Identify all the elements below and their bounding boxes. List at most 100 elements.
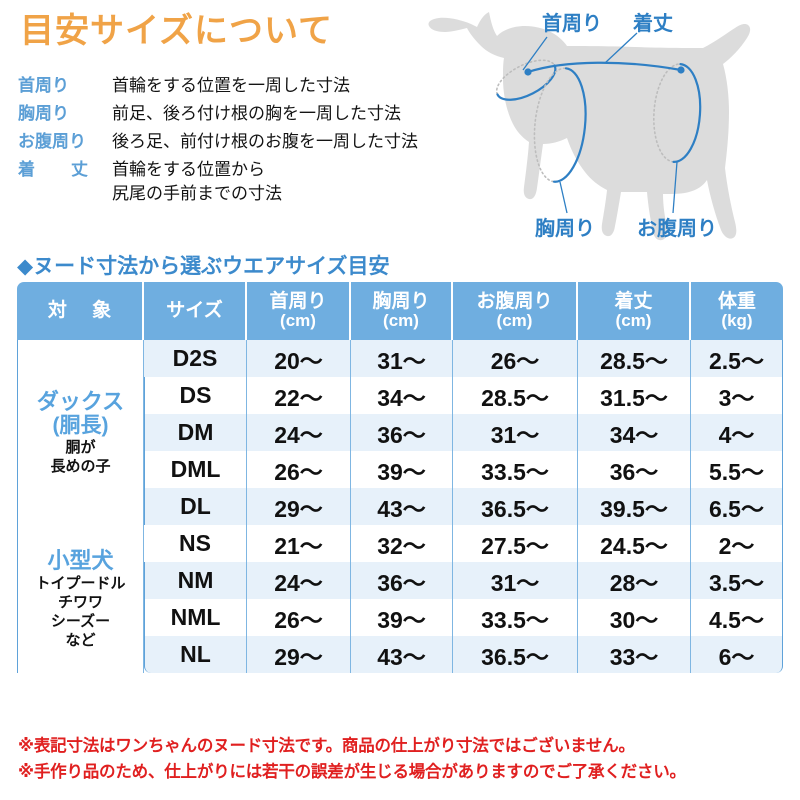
- footer-notes: ※表記寸法はワンちゃんのヌード寸法です。商品の仕上がり寸法ではございません。 ※…: [18, 733, 798, 785]
- table-row: 小型犬 トイプードル チワワ シーズー など NS 21～ 32～ 27.5～ 24.5～ 2～: [17, 525, 783, 673]
- cell-chest: 43～: [351, 636, 453, 673]
- dog-measurement-diagram: 首周り 着丈 胸周り お腹周り: [415, 0, 800, 255]
- col-header-weight: 体重 (kg): [691, 282, 783, 340]
- definition-term-length-char2: 丈: [71, 160, 88, 179]
- belly-measure-loop: [653, 63, 702, 163]
- cell-length: 39.5～: [578, 488, 691, 525]
- cell-length: 34～: [578, 414, 691, 451]
- cell-size: NS: [144, 525, 247, 562]
- definition-term-chest: 胸周り: [18, 104, 69, 123]
- definition-desc-neck: 首輪をする位置を一周した寸法: [112, 76, 350, 95]
- category-note-line: 長めの子: [50, 458, 111, 476]
- cell-chest: 32～: [351, 525, 453, 562]
- cell-neck: 24～: [247, 562, 351, 599]
- cell-length: 33～: [578, 636, 691, 673]
- section-heading: ◆ヌード寸法から選ぶウエアサイズ目安: [17, 255, 390, 278]
- col-header-size-label: サイズ: [166, 299, 223, 321]
- cell-size: DL: [144, 488, 247, 525]
- category-main: ダックス: [36, 388, 125, 414]
- category-note-line: 胴が: [65, 439, 96, 457]
- category-main: 小型犬: [47, 548, 114, 574]
- cell-weight: 4～: [691, 414, 783, 451]
- category-note-line: など: [65, 631, 96, 649]
- col-header-neck-label: 首周り: [269, 290, 327, 312]
- table-row: DL 29～ 43～ 36.5～ 39.5～ 6.5～: [17, 488, 783, 525]
- col-header-weight-unit: (kg): [721, 311, 753, 331]
- definition-term-length-char1: 着: [18, 160, 35, 179]
- cell-weight: 6.5～: [691, 488, 783, 525]
- table-row: NL 29～ 43～ 36.5～ 33～ 6～: [17, 636, 783, 673]
- diagram-label-neck: 首周り: [542, 11, 602, 35]
- definition-row-chest: 胸周り 前足、後ろ付け根の胸を一周した寸法: [18, 102, 488, 126]
- cell-neck: 24～: [247, 414, 351, 451]
- cell-belly: 31～: [453, 414, 578, 451]
- category-cell: ダックス (胴長) 胴が 長めの子: [17, 340, 144, 525]
- cell-belly: 26～: [453, 340, 578, 377]
- col-header-length-label: 着丈: [614, 290, 653, 312]
- definition-row-belly: お腹周り 後ろ足、前付け根のお腹を一周した寸法: [18, 130, 488, 154]
- col-header-length: 着丈 (cm): [578, 282, 691, 340]
- cell-belly: 36.5～: [453, 636, 578, 673]
- definition-desc-chest: 前足、後ろ付け根の胸を一周した寸法: [112, 104, 401, 123]
- cell-size: NM: [144, 562, 247, 599]
- cell-size: DM: [144, 414, 247, 451]
- cell-weight: 2～: [691, 525, 783, 562]
- table-row: DS 22～ 34～ 28.5～ 31.5～ 3～: [17, 377, 783, 414]
- col-header-neck: 首周り (cm): [247, 282, 351, 340]
- col-header-weight-label: 体重: [717, 290, 756, 312]
- col-header-neck-unit: (cm): [280, 311, 316, 331]
- category-note-line: チワワ: [57, 593, 103, 611]
- col-header-belly-label: お腹周り: [476, 290, 553, 312]
- table-row: ダックス (胴長) 胴が 長めの子 D2S 20～ 31～ 26～ 28.5～ 2.5～: [17, 340, 783, 525]
- cell-length: 31.5～: [578, 377, 691, 414]
- cell-size: NL: [144, 636, 247, 673]
- diagram-label-length: 着丈: [633, 11, 673, 35]
- col-header-chest-unit: (cm): [383, 311, 419, 331]
- cell-belly: 28.5～: [453, 377, 578, 414]
- chest-measure-loop: [533, 67, 587, 183]
- definition-row-length: 着 丈 首輪をする位置から 尻尾の手前までの寸法: [18, 158, 488, 206]
- diagram-label-belly: お腹周り: [637, 216, 717, 240]
- table-row: DML 26～ 39～ 33.5～ 36～ 5.5～: [17, 451, 783, 488]
- length-leader-line: [604, 32, 638, 64]
- cell-neck: 21～: [247, 525, 351, 562]
- cell-weight: 5.5～: [691, 451, 783, 488]
- col-header-size: サイズ: [144, 282, 247, 340]
- definition-desc-length-line2: 尻尾の手前までの寸法: [112, 184, 282, 203]
- cell-chest: 36～: [351, 414, 453, 451]
- cell-size: NML: [144, 599, 247, 636]
- definition-desc-length-line1: 首輪をする位置から: [112, 160, 265, 179]
- definition-desc-length: 首輪をする位置から 尻尾の手前までの寸法: [112, 158, 282, 206]
- cell-belly: 36.5～: [453, 488, 578, 525]
- length-measure-line: [524, 61, 685, 76]
- cell-neck: 20～: [247, 340, 351, 377]
- category-note-line: シーズー: [50, 612, 111, 630]
- measurement-definitions: 首周り 首輪をする位置を一周した寸法 胸周り 前足、後ろ付け根の胸を一周した寸法…: [18, 74, 488, 210]
- cell-length: 28.5～: [578, 340, 691, 377]
- cell-length: 30～: [578, 599, 691, 636]
- cell-neck: 26～: [247, 599, 351, 636]
- cell-neck: 26～: [247, 451, 351, 488]
- definition-term-neck: 首周り: [18, 76, 69, 95]
- cell-belly: 27.5～: [453, 525, 578, 562]
- category-cell: 小型犬 トイプードル チワワ シーズー など: [17, 525, 144, 673]
- diagram-label-chest: 胸周り: [535, 216, 595, 240]
- cell-chest: 36～: [351, 562, 453, 599]
- col-header-belly-unit: (cm): [496, 311, 533, 331]
- size-chart-table: 対 象 サイズ 首周り (cm) 胸周り (cm) お腹周り (cm): [17, 282, 783, 673]
- cell-chest: 31～: [351, 340, 453, 377]
- definition-term-length: 着 丈: [18, 158, 112, 182]
- cell-weight: 4.5～: [691, 599, 783, 636]
- table-row: NML 26～ 39～ 33.5～ 30～ 4.5～: [17, 599, 783, 636]
- cell-length: 28～: [578, 562, 691, 599]
- definition-row-neck: 首周り 首輪をする位置を一周した寸法: [18, 74, 488, 98]
- col-header-belly: お腹周り (cm): [453, 282, 578, 340]
- footer-note-2: ※手作り品のため、仕上がりには若干の誤差が生じる場合がありますのでご了承ください…: [18, 763, 686, 781]
- belly-leader-line: [672, 161, 678, 214]
- table-body: ダックス (胴長) 胴が 長めの子 D2S 20～ 31～ 26～ 28.5～ 2.5～ DS 22～…: [17, 340, 783, 673]
- col-header-chest: 胸周り (cm): [351, 282, 453, 340]
- table-row: NM 24～ 36～ 31～ 28～ 3.5～: [17, 562, 783, 599]
- cell-size: DML: [144, 451, 247, 488]
- cell-belly: 33.5～: [453, 599, 578, 636]
